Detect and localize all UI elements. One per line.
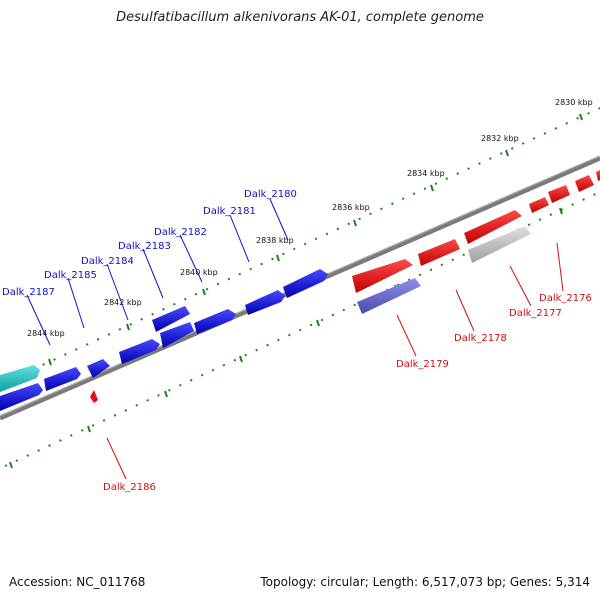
gene-dalk-2178[interactable] bbox=[464, 210, 522, 244]
label-dalk-2177[interactable]: Dalk_2177 bbox=[509, 308, 562, 319]
gene-upstream-forward[interactable] bbox=[0, 383, 43, 411]
gene-dalk-2183[interactable] bbox=[160, 322, 194, 348]
gene-rna-cyan[interactable] bbox=[0, 365, 40, 392]
scale-line-upper bbox=[9, 107, 600, 381]
label-dalk-2184[interactable]: Dalk_2184 bbox=[81, 256, 134, 267]
label-dalk-2185[interactable]: Dalk_2185 bbox=[44, 270, 97, 281]
gene-dalk-2179[interactable] bbox=[352, 259, 413, 293]
gene-dalk-2176[interactable] bbox=[575, 175, 594, 192]
accession-text: Accession: NC_011768 bbox=[9, 575, 146, 589]
gene-dalk-2182[interactable] bbox=[194, 309, 236, 334]
gene-dalk-2177[interactable] bbox=[548, 185, 570, 203]
label-dalk-2186[interactable]: Dalk_2186 bbox=[103, 482, 156, 493]
kbp-label-2830: 2830 kbp bbox=[555, 98, 593, 107]
label-dalk-2187[interactable]: Dalk_2187 bbox=[2, 287, 55, 298]
label-dalk-2181[interactable]: Dalk_2181 bbox=[203, 206, 256, 217]
label-dalk-2183[interactable]: Dalk_2183 bbox=[118, 241, 171, 252]
kbp-label-2834: 2834 kbp bbox=[407, 169, 445, 178]
gene-dalk-2180[interactable] bbox=[283, 269, 328, 298]
label-dalk-2182[interactable]: Dalk_2182 bbox=[154, 227, 207, 238]
forward-genes bbox=[0, 269, 328, 411]
gene-dalk-2179-highlight[interactable] bbox=[357, 278, 421, 314]
kbp-label-2838: 2838 kbp bbox=[256, 236, 294, 245]
gene-dalk-2186[interactable] bbox=[90, 390, 98, 403]
kbp-label-2840: 2840 kbp bbox=[180, 268, 218, 277]
label-dalk-2179[interactable]: Dalk_2179 bbox=[396, 359, 449, 370]
gene-pseudo-grey[interactable] bbox=[468, 226, 531, 263]
label-dalk-2180[interactable]: Dalk_2180 bbox=[244, 189, 297, 200]
kbp-label-2844: 2844 kbp bbox=[27, 329, 65, 338]
scale-line-lower bbox=[4, 191, 600, 467]
gene-dalk-2184[interactable] bbox=[152, 306, 190, 332]
gene-dalk-2177b[interactable] bbox=[529, 197, 549, 213]
label-dalk-2178[interactable]: Dalk_2178 bbox=[454, 333, 507, 344]
gene-dalk-2187-part-a[interactable] bbox=[87, 359, 110, 378]
gene-dalk-2178b[interactable] bbox=[418, 239, 460, 266]
gene-dalk-2181[interactable] bbox=[245, 290, 285, 315]
gene-dalk-2187-part-b[interactable] bbox=[44, 367, 81, 391]
genome-summary-text: Topology: circular; Length: 6,517,073 bp… bbox=[260, 575, 590, 589]
gene-dalk-2185[interactable] bbox=[119, 339, 160, 364]
reverse-label-leaders bbox=[106, 242, 564, 480]
kbp-label-2836: 2836 kbp bbox=[332, 203, 370, 212]
kbp-label-2842: 2842 kbp bbox=[104, 298, 142, 307]
label-dalk-2176[interactable]: Dalk_2176 bbox=[539, 293, 592, 304]
major-ticks-upper bbox=[48, 113, 583, 366]
map-title: Desulfatibacillum alkenivorans AK-01, co… bbox=[116, 10, 484, 25]
kbp-label-2832: 2832 kbp bbox=[481, 134, 519, 143]
reverse-genes bbox=[90, 170, 600, 403]
gene-dalk-2176b[interactable] bbox=[596, 170, 600, 181]
forward-label-leaders bbox=[26, 198, 289, 346]
